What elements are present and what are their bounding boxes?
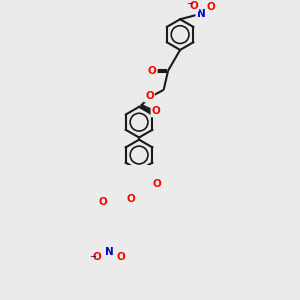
Text: O: O [206,2,215,12]
Text: O: O [152,106,160,116]
Text: O: O [145,92,154,101]
Text: −: − [186,0,193,8]
Text: N: N [196,9,205,19]
Text: O: O [153,179,161,189]
Text: −: − [89,252,96,261]
Text: O: O [189,1,198,10]
Text: O: O [98,197,107,207]
Text: O: O [148,66,157,76]
Text: O: O [92,252,101,262]
Text: O: O [127,194,135,204]
Text: N: N [105,247,113,257]
Text: O: O [117,252,125,262]
